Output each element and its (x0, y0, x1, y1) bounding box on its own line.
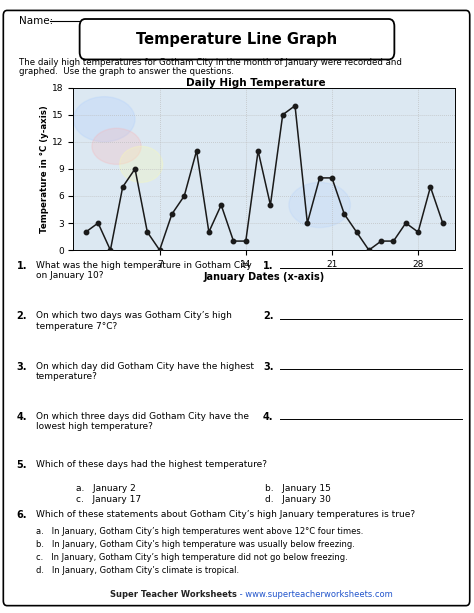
Text: 1.: 1. (17, 261, 27, 270)
Text: c.   In January, Gotham City’s high temperature did not go below freezing.: c. In January, Gotham City’s high temper… (36, 553, 347, 562)
Text: graphed.  Use the graph to answer the questions.: graphed. Use the graph to answer the que… (19, 67, 234, 76)
Text: - www.superteacherworksheets.com: - www.superteacherworksheets.com (237, 590, 393, 599)
Text: 6.: 6. (17, 510, 27, 520)
Text: b.   In January, Gotham City’s high temperature was usually below freezing.: b. In January, Gotham City’s high temper… (36, 540, 355, 549)
Text: 2.: 2. (263, 311, 273, 321)
Text: On which two days was Gotham City’s high
temperature 7°C?: On which two days was Gotham City’s high… (36, 311, 231, 331)
Text: d.   In January, Gotham City’s climate is tropical.: d. In January, Gotham City’s climate is … (36, 566, 239, 575)
Text: Super Teacher Worksheets: Super Teacher Worksheets (110, 590, 237, 599)
Text: On which day did Gotham City have the highest
temperature?: On which day did Gotham City have the hi… (36, 362, 254, 381)
Text: The daily high temperatures for Gotham City in the month of January were recorde: The daily high temperatures for Gotham C… (19, 58, 402, 67)
Text: d.   January 30: d. January 30 (265, 495, 331, 504)
Y-axis label: Temperature in °C (y-axis): Temperature in °C (y-axis) (40, 105, 49, 233)
Text: 4.: 4. (17, 412, 27, 422)
Text: What was the high temperature in Gotham City
on January 10?: What was the high temperature in Gotham … (36, 261, 251, 280)
Text: 3.: 3. (263, 362, 273, 371)
Text: On which three days did Gotham City have the
lowest high temperature?: On which three days did Gotham City have… (36, 412, 248, 432)
Ellipse shape (92, 128, 141, 164)
Ellipse shape (119, 147, 163, 183)
Text: a.   In January, Gotham City’s high temperatures went above 12°C four times.: a. In January, Gotham City’s high temper… (36, 527, 363, 536)
Text: Which of these statements about Gotham City’s high January temperatures is true?: Which of these statements about Gotham C… (36, 510, 415, 519)
FancyBboxPatch shape (80, 19, 394, 59)
Ellipse shape (289, 183, 350, 227)
Text: b.   January 15: b. January 15 (265, 484, 331, 493)
Text: 2.: 2. (17, 311, 27, 321)
FancyBboxPatch shape (3, 10, 470, 606)
Text: Daily High Temperature: Daily High Temperature (186, 78, 326, 88)
Text: 1.: 1. (263, 261, 273, 270)
Ellipse shape (73, 97, 135, 142)
Text: Which of these days had the highest temperature?: Which of these days had the highest temp… (36, 460, 266, 469)
Text: Name:: Name: (19, 17, 53, 26)
Text: 3.: 3. (17, 362, 27, 371)
Text: Temperature Line Graph: Temperature Line Graph (137, 32, 337, 47)
Text: 5.: 5. (17, 460, 27, 470)
Text: c.   January 17: c. January 17 (76, 495, 141, 504)
Text: a.   January 2: a. January 2 (76, 484, 136, 493)
Text: 4.: 4. (263, 412, 273, 422)
X-axis label: January Dates (x-axis): January Dates (x-axis) (204, 272, 325, 281)
